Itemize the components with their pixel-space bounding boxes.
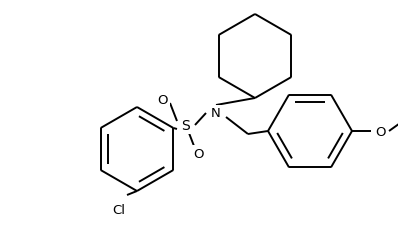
Text: N: N	[211, 107, 221, 120]
Text: S: S	[181, 119, 189, 132]
Text: O: O	[193, 147, 203, 160]
Text: Cl: Cl	[113, 203, 125, 216]
Text: O: O	[375, 125, 385, 138]
Text: O: O	[158, 93, 168, 106]
